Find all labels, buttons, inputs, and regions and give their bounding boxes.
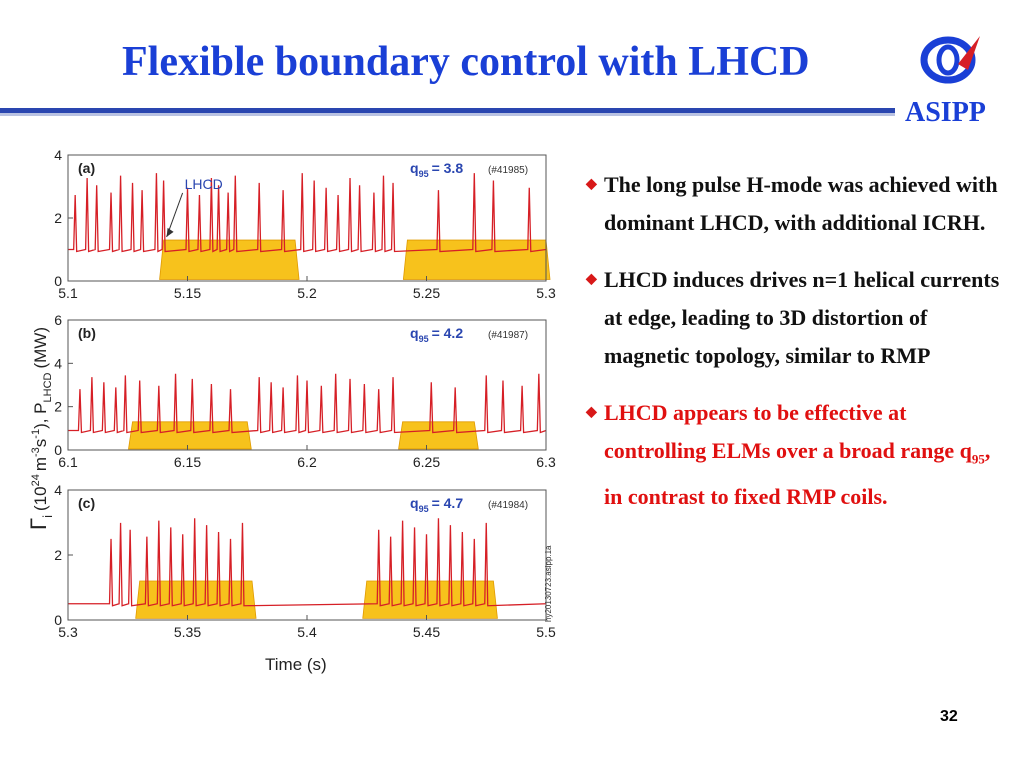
- lhcd-elm-figure: Γi(1024m-3s-1), PLHCD(MW) Time (s) hy201…: [26, 150, 556, 674]
- y-tick-label: 4: [54, 355, 62, 371]
- panel-label: (c): [78, 495, 95, 511]
- x-tick-label: 6.2: [297, 454, 317, 470]
- diamond-bullet-icon: ◆: [586, 272, 597, 287]
- panel-label: (a): [78, 160, 95, 176]
- arrowhead-icon: [166, 227, 174, 237]
- diamond-bullet-icon: ◆: [586, 177, 597, 192]
- shot-number-label: (#41985): [488, 165, 528, 176]
- chart-panel: 5.1 5.15 5.2 5.25 5.3 0 2 4 (a) q95 = 3.8 (#41985) L…: [54, 150, 556, 301]
- chart-panel: 5.3 5.35 5.4 5.45 5.5 0 2 4 (c) q95 = 4.7 (#41984): [54, 482, 556, 640]
- lhcd-power-area: [128, 421, 252, 450]
- panel-label: (b): [78, 325, 96, 341]
- x-tick-label: 5.5: [536, 624, 556, 640]
- x-tick-label: 5.45: [413, 624, 440, 640]
- shot-number-label: (#41984): [488, 500, 528, 511]
- y-tick-label: 0: [54, 442, 62, 458]
- q95-label: q95 = 4.2: [410, 325, 463, 344]
- x-tick-label: 5.3: [536, 285, 556, 301]
- x-tick-label: 5.3: [58, 624, 78, 640]
- q95-label: q95 = 4.7: [410, 495, 463, 514]
- x-tick-label: 6.25: [413, 454, 440, 470]
- slide-title: Flexible boundary control with LHCD: [122, 39, 810, 85]
- bullet-item: ◆ The long pulse H-mode was achieved wit…: [586, 166, 1006, 242]
- watermark-label: hy20130723.asipp.1a: [544, 545, 553, 622]
- bullet-text: LHCD induces drives n=1 helical currents…: [604, 267, 1000, 368]
- x-tick-label: 6.1: [58, 454, 78, 470]
- y-tick-label: 2: [54, 547, 62, 563]
- asipp-logo-icon: [920, 36, 980, 84]
- lhcd-power-area: [398, 421, 479, 450]
- x-tick-label: 6.15: [174, 454, 201, 470]
- lhcd-power-area: [362, 580, 498, 619]
- x-axis-label: Time (s): [265, 655, 327, 674]
- y-tick-label: 4: [54, 150, 62, 163]
- y-tick-label: 6: [54, 312, 62, 328]
- bullet-item: ◆ LHCD induces drives n=1 helical curren…: [586, 261, 1006, 375]
- bullet-text: , in contrast to fixed RMP coils.: [604, 438, 991, 510]
- bullet-subscript: 95: [971, 451, 985, 467]
- lhcd-annotation-label: LHCD: [185, 176, 223, 192]
- x-tick-label: 5.25: [413, 285, 440, 301]
- y-tick-label: 2: [54, 399, 62, 415]
- bullet-list: ◆ The long pulse H-mode was achieved wit…: [586, 166, 1006, 535]
- diamond-bullet-icon: ◆: [586, 405, 597, 420]
- x-tick-label: 5.4: [297, 624, 317, 640]
- elm-signal-line: [68, 373, 547, 434]
- y-axis-label: Γi(1024m-3s-1), PLHCD(MW): [26, 327, 55, 530]
- y-tick-label: 2: [54, 210, 62, 226]
- x-tick-label: 5.2: [297, 285, 317, 301]
- y-tick-label: 0: [54, 273, 62, 289]
- y-tick-label: 4: [54, 482, 62, 498]
- y-tick-label: 0: [54, 612, 62, 628]
- elm-signal-line: [68, 173, 547, 253]
- bullet-item: ◆ LHCD appears to be effective at contro…: [586, 394, 1006, 516]
- chart-panel: 6.1 6.15 6.2 6.25 6.3 0 2 4 6 (b) q95 = 4.2 (#41987): [54, 312, 556, 470]
- bullet-text: The long pulse H-mode was achieved with …: [604, 172, 998, 235]
- x-tick-label: 5.1: [58, 285, 78, 301]
- page-number: 32: [940, 708, 958, 725]
- elm-signal-line: [68, 518, 547, 607]
- x-tick-label: 5.15: [174, 285, 201, 301]
- x-tick-label: 5.35: [174, 624, 201, 640]
- shot-number-label: (#41987): [488, 330, 528, 341]
- org-name: ASIPP: [905, 97, 986, 128]
- q95-label: q95 = 3.8: [410, 160, 463, 179]
- title-divider: [0, 108, 895, 116]
- bullet-text: LHCD appears to be effective at controll…: [604, 400, 972, 463]
- x-tick-label: 6.3: [536, 454, 556, 470]
